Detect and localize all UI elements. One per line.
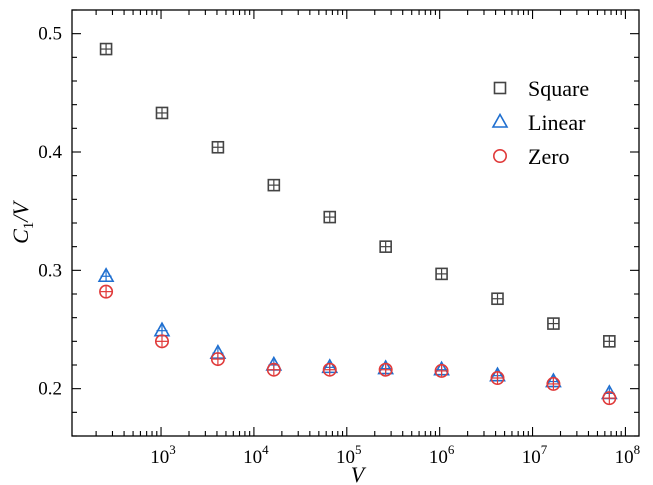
legend: Square Linear Zero xyxy=(491,76,589,169)
legend-label-square: Square xyxy=(528,76,589,101)
y-tick-label: 0.3 xyxy=(38,260,62,281)
data-point-zero xyxy=(210,352,225,367)
y-axis-label: C1/V xyxy=(8,200,37,244)
x-tick-label: 105 xyxy=(336,442,362,468)
data-point-square xyxy=(603,335,616,348)
data-point-square xyxy=(379,240,392,253)
y-axis-label-subscript: 1 xyxy=(21,222,37,230)
legend-marker-square xyxy=(493,81,507,95)
legend-marker-zero xyxy=(492,149,507,164)
data-point-square xyxy=(99,42,113,56)
legend-item-zero: Zero xyxy=(492,144,570,169)
data-point-zero xyxy=(378,362,393,377)
data-point-zero xyxy=(602,391,617,406)
legend-item-square: Square xyxy=(493,76,589,101)
plot-frame xyxy=(71,9,640,437)
data-point-zero xyxy=(266,362,281,377)
data-point-square xyxy=(155,106,169,120)
x-tick-label: 104 xyxy=(243,442,269,468)
data-point-zero xyxy=(546,376,561,391)
data-point-square xyxy=(323,210,337,224)
data-point-linear xyxy=(153,321,171,337)
x-tick-label: 107 xyxy=(522,442,548,468)
legend-item-linear: Linear xyxy=(491,110,586,135)
data-point-zero xyxy=(154,334,169,349)
data-point-square xyxy=(435,267,448,281)
data-point-zero xyxy=(99,284,114,299)
data-point-zero xyxy=(322,362,337,377)
data-point-linear xyxy=(97,267,115,283)
data-points xyxy=(97,42,618,406)
y-axis-label-main: C xyxy=(8,229,33,244)
legend-marker-linear xyxy=(491,112,509,128)
legend-label-linear: Linear xyxy=(528,110,586,135)
x-tick-label: 108 xyxy=(615,442,641,468)
y-tick-label: 0.4 xyxy=(38,142,62,163)
data-point-square xyxy=(491,292,504,306)
y-axis-label-tail: /V xyxy=(8,200,33,224)
data-point-zero xyxy=(434,363,449,378)
legend-label-zero: Zero xyxy=(528,144,570,169)
x-tick-label: 103 xyxy=(150,442,176,468)
tick-labels: 0.2 0.3 0.4 0.5 103 104 105 106 107 108 xyxy=(38,24,640,468)
tick-marks xyxy=(72,9,639,437)
data-point-square xyxy=(211,140,225,154)
data-point-square xyxy=(267,178,281,192)
data-point-square xyxy=(547,317,560,330)
y-tick-label: 0.5 xyxy=(38,24,62,45)
x-axis-label: V xyxy=(351,462,367,485)
y-tick-label: 0.2 xyxy=(38,379,62,400)
x-tick-label: 106 xyxy=(429,442,455,468)
data-point-zero xyxy=(490,371,505,386)
